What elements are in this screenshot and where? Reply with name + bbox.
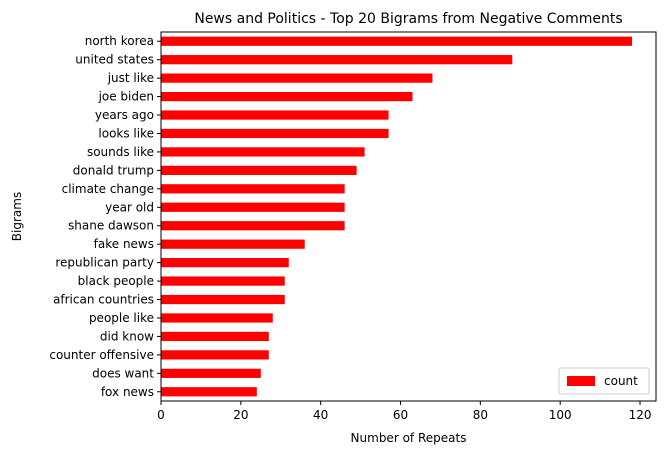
y-tick-label: shane dawson [68, 219, 154, 233]
bar-republican-party [161, 258, 289, 268]
y-tick-label: climate change [62, 182, 154, 196]
bar-years-ago [161, 110, 389, 120]
x-axis-label: Number of Repeats [351, 431, 467, 445]
x-tick-label: 0 [157, 408, 165, 422]
plot-frame [160, 31, 657, 402]
y-ticks-group: north korea united states just like joe bid… [49, 34, 161, 399]
bar-joe-biden [161, 91, 413, 102]
legend-box [558, 367, 650, 395]
y-tick-label: just like [107, 71, 154, 85]
bar-climate-change [161, 184, 345, 194]
y-tick-label: african countries [53, 293, 154, 307]
y-tick-label: black people [78, 274, 154, 288]
y-tick-label: republican party [55, 256, 154, 270]
bar-year-old [161, 202, 345, 212]
x-tick-label: 100 [549, 408, 572, 422]
x-tick-label: 20 [233, 408, 248, 422]
y-tick-label: people like [89, 311, 154, 325]
legend-label-count: count [604, 374, 638, 388]
y-tick-label: counter offensive [49, 348, 154, 362]
x-ticks-group: 0 20 40 60 80 100 120 [157, 401, 651, 422]
bar-did-know [161, 331, 269, 342]
y-tick-label: does want [92, 366, 154, 380]
y-axis-label: Bigrams [10, 192, 24, 241]
bar-black-people [161, 276, 285, 286]
bar-united-states [161, 55, 513, 65]
x-tick-label: 60 [393, 408, 408, 422]
y-tick-label: did know [100, 329, 154, 343]
y-tick-label: year old [105, 200, 154, 214]
legend: count [558, 367, 650, 395]
bar-does-want [161, 368, 261, 378]
bar-shane-dawson [161, 221, 345, 231]
bar-north-korea [161, 36, 633, 46]
bar-looks-like [161, 128, 389, 139]
y-tick-label: sounds like [87, 145, 154, 159]
legend-swatch [567, 376, 595, 386]
y-tick-label: looks like [98, 126, 154, 140]
y-tick-label: united states [75, 53, 154, 67]
bar-people-like [161, 313, 273, 323]
bar-just-like [161, 73, 433, 83]
bar-african-countries [161, 294, 285, 305]
y-tick-label: north korea [85, 34, 154, 48]
y-tick-label: donald trump [73, 163, 154, 177]
bar-counter-offensive [161, 350, 269, 360]
chart-title: News and Politics - Top 20 Bigrams from … [194, 11, 622, 27]
y-tick-label: joe biden [98, 90, 154, 104]
bar-donald-trump [161, 165, 357, 175]
y-tick-label: fake news [94, 237, 154, 251]
x-tick-label: 120 [629, 408, 652, 422]
y-tick-label: fox news [101, 385, 154, 399]
bar-fox-news [161, 387, 257, 397]
y-tick-label: years ago [95, 108, 154, 122]
bar-sounds-like [161, 147, 365, 157]
bar-fake-news [161, 239, 305, 249]
x-tick-label: 80 [473, 408, 488, 422]
bars-group [161, 36, 633, 397]
x-tick-label: 40 [313, 408, 328, 422]
